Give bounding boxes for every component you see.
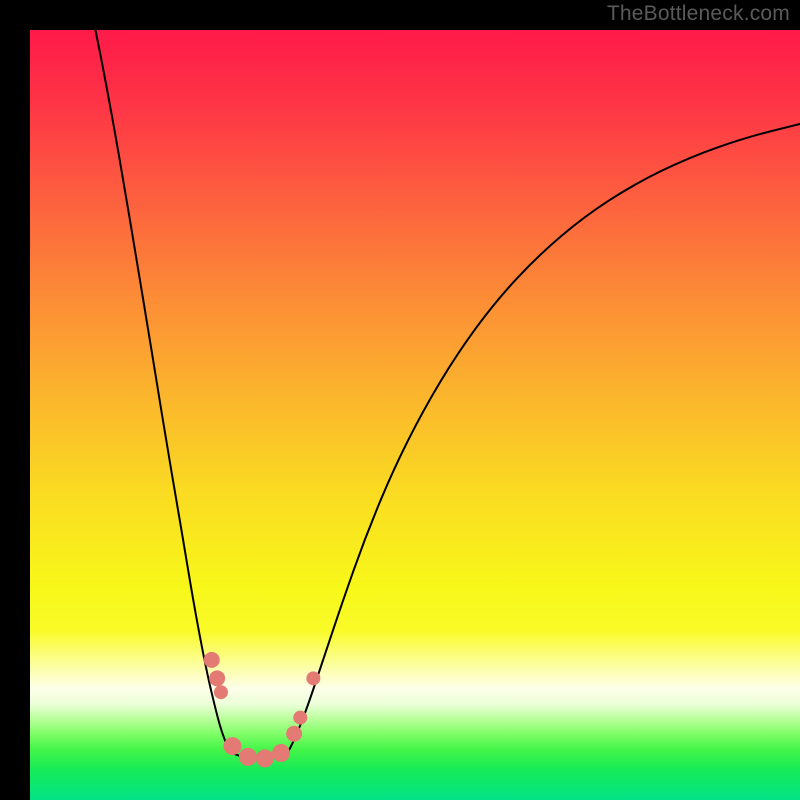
curve-marker [209, 670, 225, 686]
curve-marker [306, 671, 320, 685]
watermark-text: TheBottleneck.com [607, 2, 790, 26]
curve-marker [214, 685, 228, 699]
bottleneck-chart-svg [30, 30, 800, 800]
curve-marker [272, 744, 290, 762]
curve-marker [286, 726, 302, 742]
curve-marker [204, 652, 220, 668]
curve-marker [256, 749, 274, 767]
gradient-background [30, 30, 800, 800]
curve-marker [239, 748, 257, 766]
curve-marker [224, 737, 242, 755]
plot-area [30, 30, 800, 800]
curve-marker [293, 711, 307, 725]
